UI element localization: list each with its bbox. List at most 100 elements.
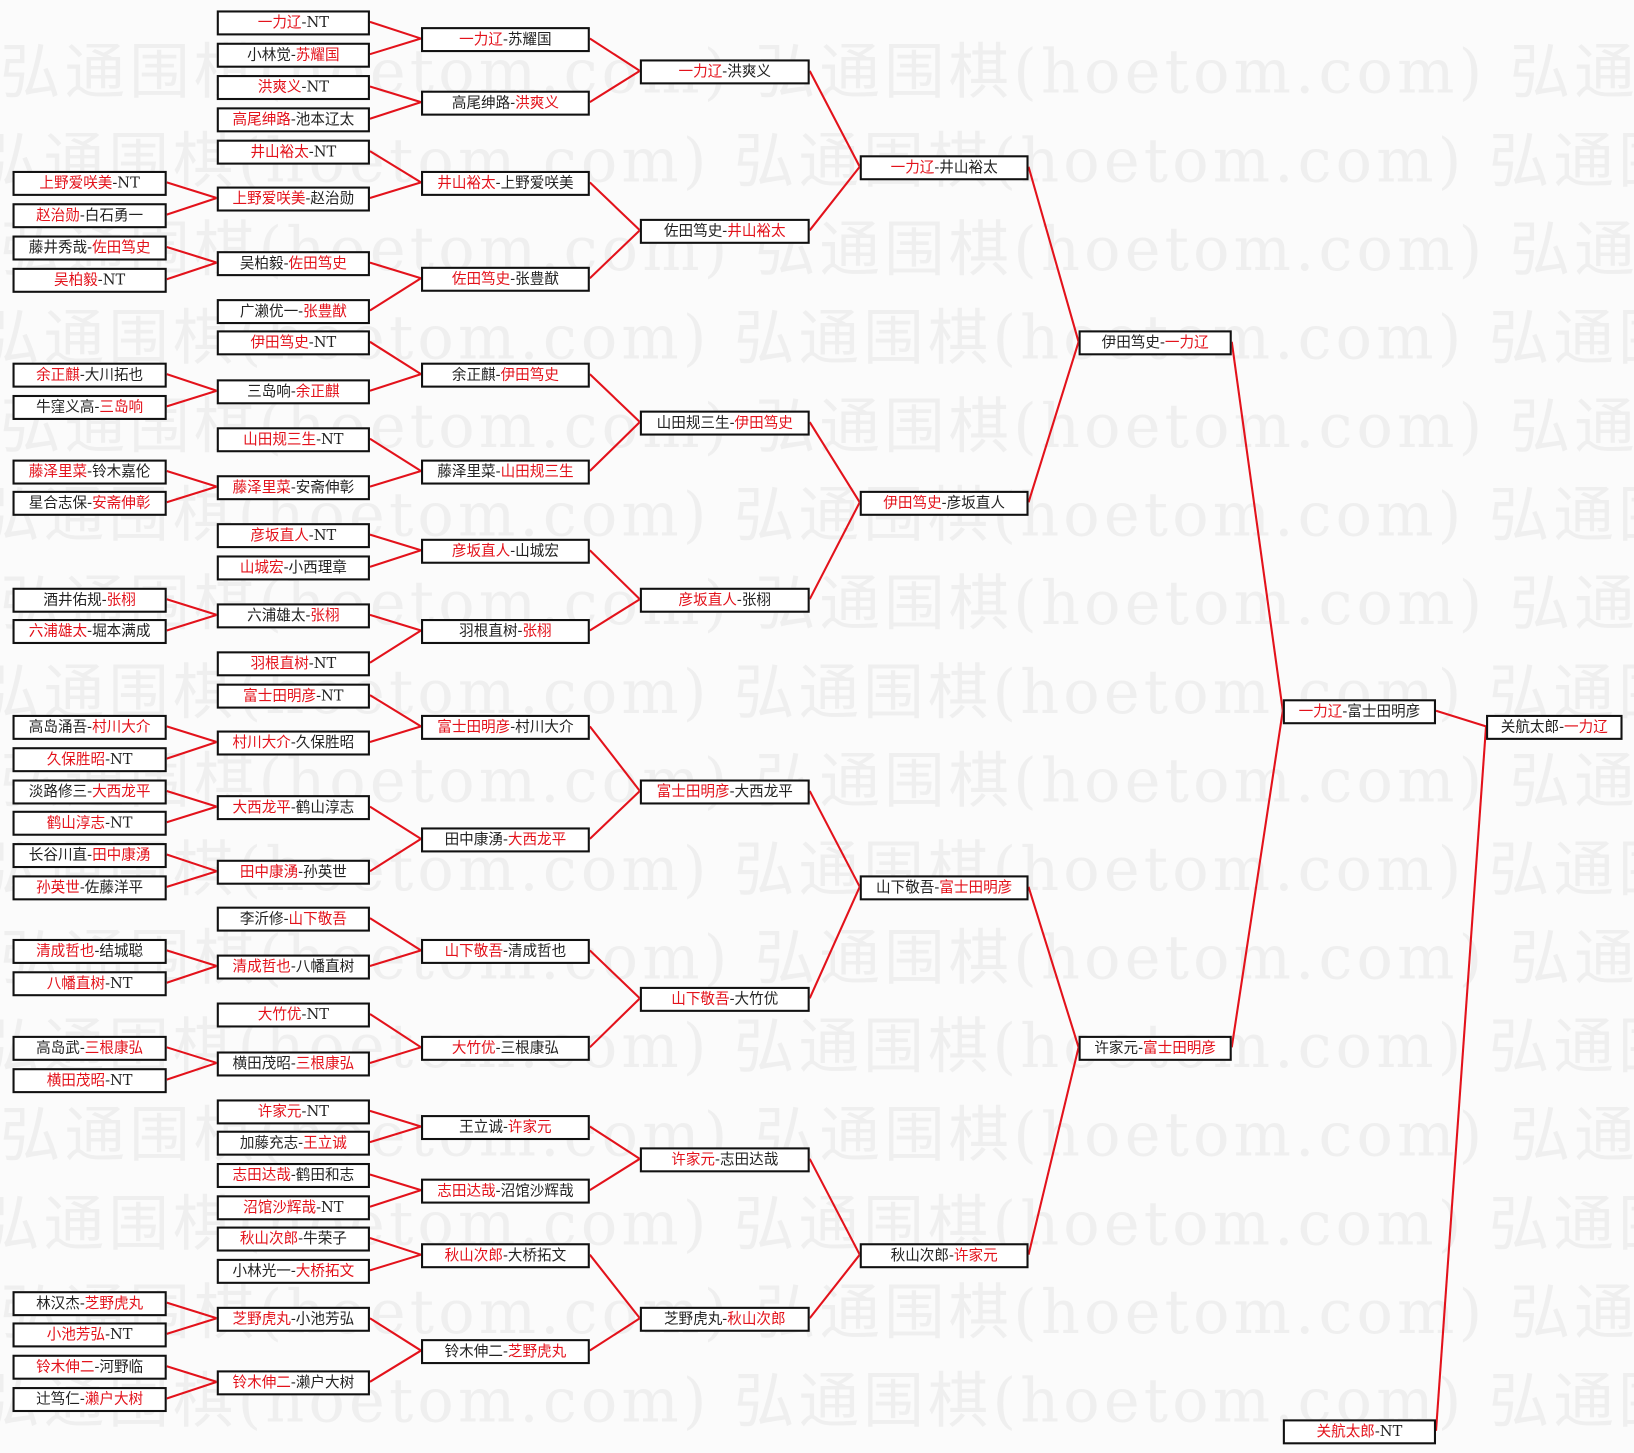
player-a: 彦坂直人 xyxy=(451,542,511,560)
match-box: 余正麒-伊田笃史 xyxy=(421,362,590,388)
player-b: 池本辽太 xyxy=(295,111,355,129)
player-b: 三岛响 xyxy=(99,399,144,416)
player-b: 久保胜昭 xyxy=(295,734,355,752)
connector-line xyxy=(369,437,422,472)
player-a: 伊田笃史 xyxy=(1101,334,1160,352)
player-a: 大西龙平 xyxy=(232,799,291,816)
connector-line xyxy=(369,533,422,552)
connector-line xyxy=(166,965,218,984)
player-b: NT xyxy=(110,751,133,769)
connector-line xyxy=(166,870,218,888)
player-b: 堀本满成 xyxy=(92,623,151,640)
player-a: 高尾绅路 xyxy=(451,94,511,112)
separator: - xyxy=(105,975,111,993)
player-b: 村川大介 xyxy=(515,719,574,736)
player-a: 吴柏毅 xyxy=(239,255,284,272)
separator: - xyxy=(79,1391,85,1408)
connector-line xyxy=(369,1253,422,1272)
player-a: 山下敬吾 xyxy=(671,991,730,1008)
player-a: 一力辽 xyxy=(1298,703,1343,721)
connector-line xyxy=(1434,726,1488,1431)
player-b: 志田达哉 xyxy=(719,1151,779,1169)
separator: - xyxy=(94,399,100,416)
connector-line xyxy=(166,389,218,408)
connector-line xyxy=(369,1013,422,1049)
connector-line xyxy=(1027,1047,1080,1255)
match-box: 伊田笃史-一力辽 xyxy=(1078,330,1232,356)
player-b: 一力辽 xyxy=(1164,334,1209,352)
player-b: 濑户大树 xyxy=(295,1374,355,1392)
match-box: 伊田笃史-彦坂直人 xyxy=(859,490,1029,516)
player-a: 清成哲也 xyxy=(232,958,291,976)
separator: - xyxy=(101,591,107,609)
connector-line xyxy=(369,277,422,312)
connector-line xyxy=(369,85,422,104)
player-a: 志田达哉 xyxy=(232,1167,291,1184)
match-box: 井山裕太-NT xyxy=(216,139,370,165)
connector-line xyxy=(369,629,422,664)
player-b: NT xyxy=(321,687,344,705)
separator: - xyxy=(290,383,296,401)
match-box: 林汉杰-芝野虎丸 xyxy=(12,1291,167,1317)
separator: - xyxy=(316,687,322,705)
separator: - xyxy=(290,1310,296,1328)
player-a: 羽根直树 xyxy=(250,655,309,673)
connector-line xyxy=(166,1365,218,1383)
separator: - xyxy=(79,366,85,384)
connector-line xyxy=(808,166,861,231)
match-box: 许家元-NT xyxy=(216,1099,370,1125)
player-b: NT xyxy=(313,334,337,352)
match-box: 余正麒-大川拓也 xyxy=(12,362,167,388)
separator: - xyxy=(290,958,296,976)
separator: - xyxy=(283,910,289,928)
match-box: 长谷川直-田中康湧 xyxy=(12,843,167,869)
separator: - xyxy=(290,1167,296,1184)
match-box: 牛窪义高-三岛响 xyxy=(12,394,167,420)
connector-line xyxy=(166,789,218,808)
player-a: 芝野虎丸 xyxy=(663,1310,723,1328)
player-a: 山下敬吾 xyxy=(444,943,503,960)
connector-line xyxy=(589,790,641,840)
separator: - xyxy=(1159,334,1165,352)
player-b: NT xyxy=(102,271,126,289)
connector-line xyxy=(369,261,422,280)
connector-line xyxy=(166,373,218,392)
player-a: 小池芳弘 xyxy=(46,1326,106,1344)
player-a: 铃木伸二 xyxy=(36,1358,95,1376)
player-b: NT xyxy=(117,175,140,192)
player-a: 村川大介 xyxy=(232,734,291,752)
separator: - xyxy=(290,479,296,497)
connector-line xyxy=(1230,341,1284,711)
player-b: 安斋伸彰 xyxy=(295,479,355,497)
match-box: 辻笃仁-濑户大树 xyxy=(12,1387,167,1413)
player-b: 三根康弘 xyxy=(84,1040,144,1057)
match-box: 高岛武-三根康弘 xyxy=(12,1035,167,1061)
player-a: 井山裕太 xyxy=(250,143,309,161)
player-a: 长谷川直 xyxy=(28,847,88,864)
connector-line xyxy=(369,1125,422,1144)
connector-line xyxy=(369,838,422,873)
separator: - xyxy=(722,63,728,81)
separator: - xyxy=(495,1182,501,1200)
separator: - xyxy=(1342,703,1348,721)
player-b: NT xyxy=(110,1326,133,1344)
match-box: 沼馆沙辉哉-NT xyxy=(216,1195,370,1221)
connector-line xyxy=(1027,341,1080,503)
match-box: 铃木伸二-濑户大树 xyxy=(216,1370,370,1396)
match-box: 山下敬吾-清成哲也 xyxy=(421,938,590,964)
player-b: 张豊猷 xyxy=(515,270,559,288)
player-b: 许家元 xyxy=(953,1247,998,1265)
match-box: 酒井佑规-张栩 xyxy=(12,587,167,613)
player-b: 大川拓也 xyxy=(84,366,144,384)
match-box: 孙英世-佐藤洋平 xyxy=(12,875,167,901)
player-b: 苏耀国 xyxy=(507,31,552,48)
separator: - xyxy=(510,719,516,736)
player-b: 富士田明彦 xyxy=(1143,1040,1216,1057)
match-box: 久保胜昭-NT xyxy=(12,747,167,773)
player-a: 李沂修 xyxy=(239,910,284,928)
player-a: 藤泽里菜 xyxy=(437,463,496,481)
match-box: 芝野虎丸-秋山次郎 xyxy=(639,1306,810,1332)
separator: - xyxy=(79,1040,85,1057)
player-b: 秋山次郎 xyxy=(727,1310,786,1328)
match-box: 吴柏毅-佐田笃史 xyxy=(216,251,370,277)
